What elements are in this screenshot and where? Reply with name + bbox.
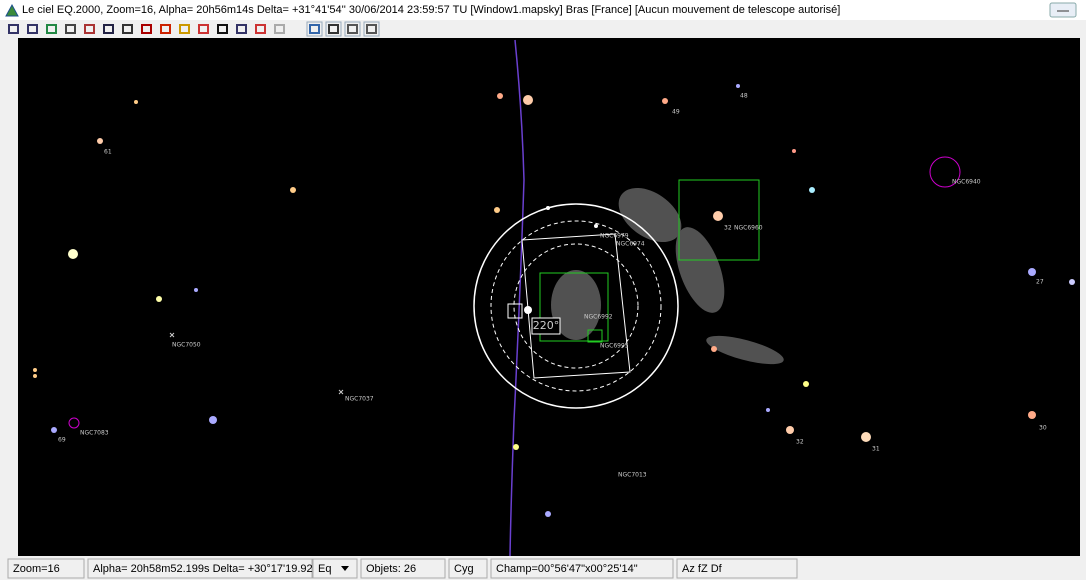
sky-label: 32 xyxy=(724,225,732,232)
star xyxy=(497,93,503,99)
star xyxy=(766,408,770,412)
star xyxy=(594,224,598,228)
status-text: Cyg xyxy=(454,563,474,575)
sky-label: 27 xyxy=(1036,279,1044,286)
star xyxy=(809,187,815,193)
star xyxy=(803,381,809,387)
sky-label: 30 xyxy=(1039,425,1047,432)
star xyxy=(494,207,500,213)
sky-label: NGC7050 xyxy=(172,342,201,349)
sky-label: NGC6940 xyxy=(952,179,981,186)
minimize-button[interactable] xyxy=(1050,3,1076,17)
star xyxy=(194,288,198,292)
star xyxy=(156,296,162,302)
star xyxy=(1028,268,1036,276)
star xyxy=(33,368,37,372)
status-text: Zoom=16 xyxy=(13,563,60,575)
star xyxy=(861,432,871,442)
star xyxy=(97,138,103,144)
rotation-knob[interactable] xyxy=(524,306,532,314)
sky-label: NGC7083 xyxy=(80,430,109,437)
star xyxy=(290,187,296,193)
sky-label: 48 xyxy=(740,93,748,100)
sky-label: NGC6960 xyxy=(734,225,763,232)
star xyxy=(545,511,551,517)
sky-label: 49 xyxy=(672,109,680,116)
sky-label: 220° xyxy=(533,319,560,332)
sky-label: NGC7013 xyxy=(618,472,647,479)
sky-label: 61 xyxy=(104,149,112,156)
app-window: Le ciel EQ.2000, Zoom=16, Alpha= 20h56m1… xyxy=(0,0,1086,580)
sky-label: NGC6995 xyxy=(600,343,629,350)
star xyxy=(33,374,37,378)
star xyxy=(51,427,57,433)
sky-label: NGC6979 xyxy=(600,233,629,240)
sky-label: 69 xyxy=(58,437,66,444)
star xyxy=(1028,411,1036,419)
star xyxy=(786,426,794,434)
star xyxy=(68,249,78,259)
star xyxy=(546,206,550,210)
star xyxy=(662,98,668,104)
status-text: Alpha= 20h58m52.199s Delta= +30°17'19.92… xyxy=(93,563,317,575)
sky-label: 31 xyxy=(872,446,880,453)
star xyxy=(513,444,519,450)
status-text: Eq xyxy=(318,563,331,575)
sky-label: NGC7037 xyxy=(345,396,374,403)
star xyxy=(711,346,717,352)
star xyxy=(209,416,217,424)
window-title: Le ciel EQ.2000, Zoom=16, Alpha= 20h56m1… xyxy=(22,4,840,16)
star xyxy=(792,149,796,153)
status-text: Champ=00°56'47"x00°25'14" xyxy=(496,563,638,575)
sky-label: NGC6992 xyxy=(584,314,613,321)
sky-label: NGC6974 xyxy=(616,241,645,248)
star xyxy=(523,95,533,105)
star xyxy=(736,84,740,88)
star xyxy=(713,211,723,221)
star xyxy=(1069,279,1075,285)
sky-map[interactable] xyxy=(18,38,1080,556)
star xyxy=(134,100,138,104)
status-text: Objets: 26 xyxy=(366,563,416,575)
status-text: Az fZ Df xyxy=(682,563,723,575)
sky-label: 32 xyxy=(796,439,804,446)
